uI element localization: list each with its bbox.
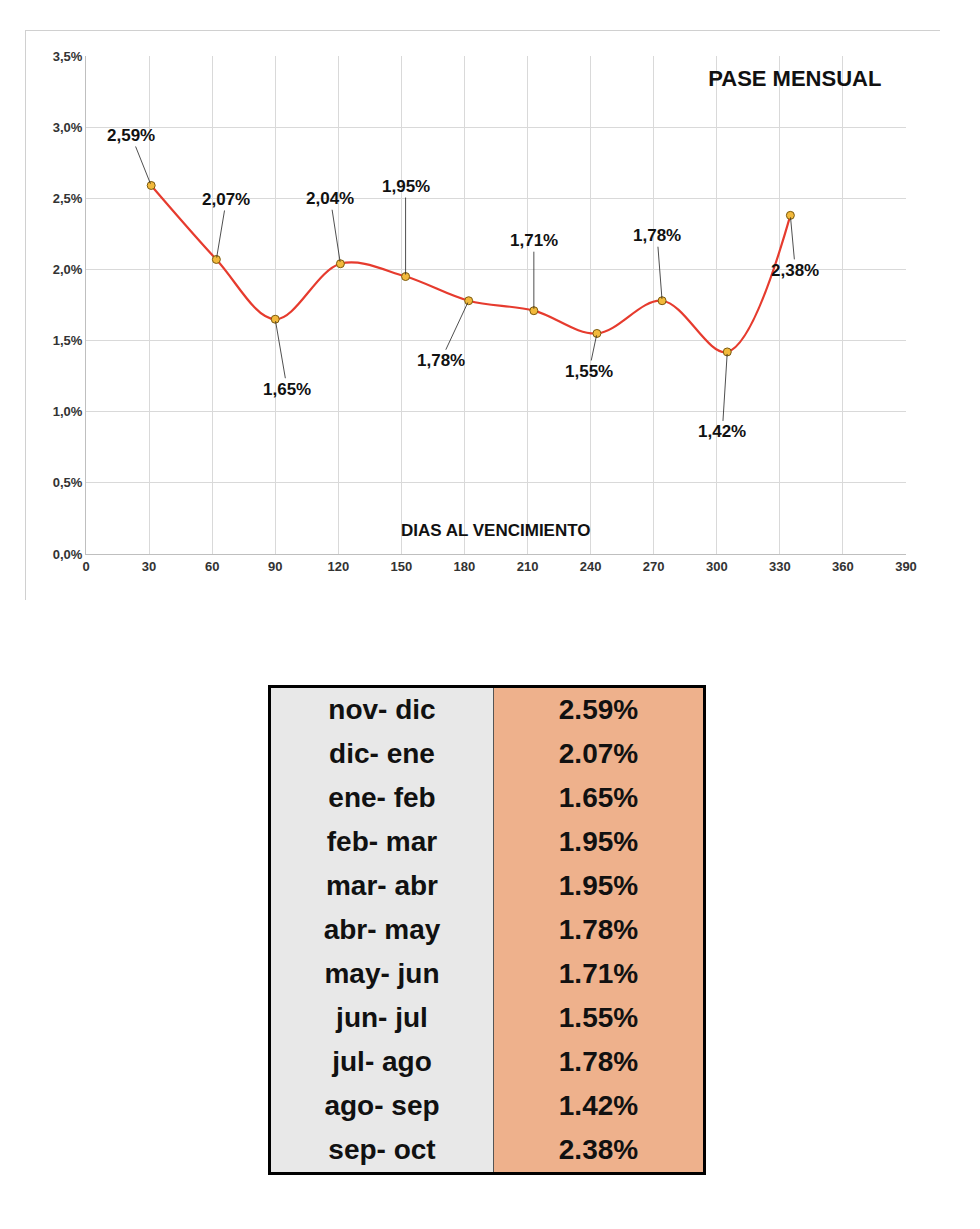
html-text:1.78%: 1.78% [558,914,639,945]
html-text:1.95%: 1.95% [558,826,639,857]
html-text:1.42%: 1.42% [558,1090,639,1121]
html-text:1.95%: 1.95% [558,870,639,901]
svg-text:390: 390 [895,559,917,574]
svg-text:2,5%: 2,5% [53,191,83,206]
svg-text:210: 210 [517,559,539,574]
svg-text:DIAS AL VENCIMIENTO: DIAS AL VENCIMIENTO [401,521,591,540]
html-text:sep- oct: sep- oct [328,1134,436,1165]
html-text:ene- feb: ene- feb [328,782,436,813]
svg-text:1,42%: 1,42% [698,422,746,441]
svg-text:90: 90 [268,559,282,574]
svg-text:2,07%: 2,07% [202,190,250,209]
html-text:1.65%: 1.65% [558,782,639,813]
svg-text:270: 270 [643,559,665,574]
html-text:abr- may: abr- may [323,914,441,945]
svg-text:0: 0 [82,559,89,574]
html-text:2.38%: 2.38% [558,1134,639,1165]
svg-text:2,38%: 2,38% [771,261,819,280]
svg-text:1,0%: 1,0% [53,404,83,419]
svg-text:30: 30 [142,559,156,574]
html-text:may- jun: may- jun [324,958,440,989]
svg-text:1,78%: 1,78% [417,351,465,370]
svg-text:3,5%: 3,5% [53,49,83,64]
html-text:dic- ene: dic- ene [329,738,435,769]
html-text:jul- ago: jul- ago [332,1046,432,1077]
svg-text:60: 60 [205,559,219,574]
svg-text:360: 360 [832,559,854,574]
svg-text:1,5%: 1,5% [53,333,83,348]
svg-text:0,5%: 0,5% [53,475,83,490]
html-text:1.78%: 1.78% [558,1046,639,1077]
svg-text:1,65%: 1,65% [263,380,311,399]
svg-text:330: 330 [769,559,791,574]
html-text:nov- dic: nov- dic [328,694,436,725]
svg-text:2,0%: 2,0% [53,262,83,277]
html-text:mar- abr: mar- abr [326,870,438,901]
svg-text:180: 180 [454,559,476,574]
html-text:1.55%: 1.55% [558,1002,639,1033]
svg-text:1,71%: 1,71% [510,231,558,250]
svg-text:2,04%: 2,04% [306,189,354,208]
svg-text:1,78%: 1,78% [633,226,681,245]
svg-text:150: 150 [391,559,413,574]
svg-text:1,95%: 1,95% [382,177,430,196]
html-text:ago- sep: ago- sep [324,1090,440,1121]
svg-text:3,0%: 3,0% [53,120,83,135]
html-text:jun- jul: jun- jul [336,1002,428,1033]
svg-text:0,0%: 0,0% [53,547,83,562]
svg-text:300: 300 [706,559,728,574]
html-text:2.07%: 2.07% [558,738,639,769]
html-text:feb- mar: feb- mar [326,826,438,857]
html-text:1.71%: 1.71% [558,958,639,989]
svg-text:PASE MENSUAL: PASE MENSUAL [708,66,881,91]
svg-text:240: 240 [580,559,602,574]
svg-text:120: 120 [327,559,349,574]
html-text:2.59%: 2.59% [558,694,639,725]
svg-text:1,55%: 1,55% [565,362,613,381]
svg-text:2,59%: 2,59% [107,126,155,145]
